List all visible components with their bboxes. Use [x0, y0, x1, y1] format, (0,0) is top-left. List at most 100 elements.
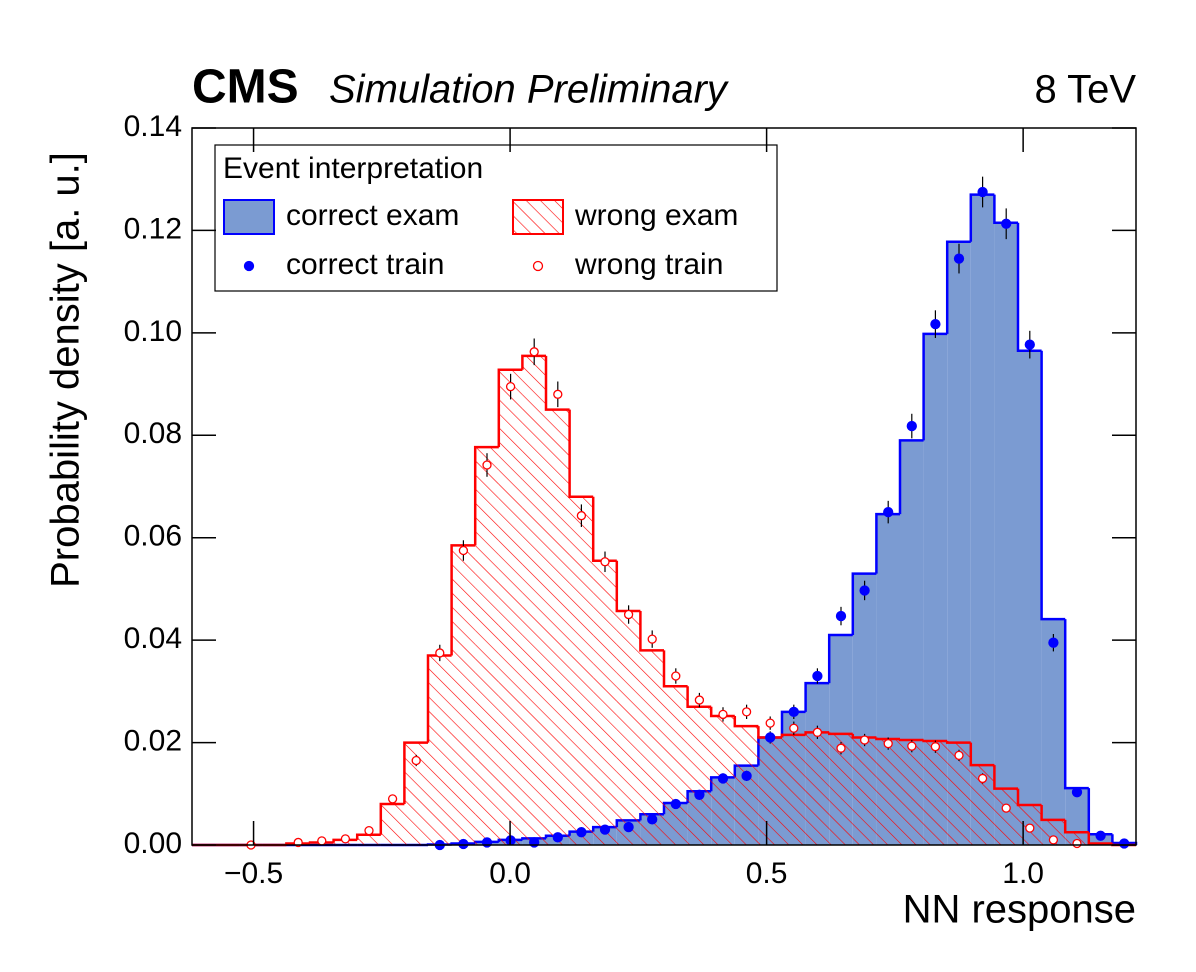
- point: [623, 821, 634, 833]
- bar-outline: [355, 833, 381, 840]
- energy: 8 TeV: [1034, 68, 1136, 112]
- point: [1048, 637, 1059, 648]
- legend-marker: [532, 260, 544, 272]
- point: [788, 706, 799, 717]
- bar-outline: [1063, 819, 1089, 834]
- bar: [569, 496, 594, 845]
- point: [623, 609, 634, 620]
- bar-outline: [379, 802, 405, 835]
- bar-outline: [615, 560, 641, 613]
- legend-label: wrong train: [574, 248, 723, 281]
- legend-box: [214, 144, 778, 292]
- bar: [805, 732, 830, 845]
- bar: [1065, 832, 1089, 845]
- bar-outline: [544, 355, 570, 411]
- point: [458, 838, 469, 850]
- bar: [970, 765, 995, 845]
- point: [670, 798, 681, 810]
- bar: [664, 686, 688, 845]
- point: [599, 824, 611, 835]
- experiment: CMS: [192, 61, 299, 114]
- bar: [876, 738, 900, 845]
- bar: [616, 610, 641, 845]
- point: [694, 695, 705, 705]
- point: [883, 506, 894, 518]
- point: [671, 671, 681, 681]
- point: [883, 738, 893, 749]
- bar: [404, 742, 428, 845]
- y-tick-label: 0.12: [124, 212, 182, 245]
- point: [1025, 823, 1035, 833]
- bar: [1041, 619, 1066, 845]
- bar: [734, 726, 759, 845]
- status: Simulation Preliminary: [329, 68, 730, 112]
- bar-outline: [875, 737, 900, 741]
- bar-outline: [733, 715, 759, 728]
- point: [1024, 339, 1035, 350]
- bar: [852, 737, 877, 845]
- bar-outline: [922, 332, 948, 441]
- bar: [829, 733, 853, 845]
- bar-outline: [521, 354, 546, 370]
- bar: [782, 734, 806, 845]
- bar-outline: [851, 733, 877, 739]
- point: [741, 770, 752, 782]
- bar-outline: [1016, 222, 1042, 353]
- y-tick-label: 0.04: [124, 622, 182, 655]
- bar: [947, 742, 971, 845]
- bar: [994, 222, 1018, 845]
- bar-outline: [827, 732, 853, 736]
- point: [859, 585, 870, 596]
- bar-outline: [639, 610, 664, 652]
- point: [835, 610, 847, 622]
- bar-outline: [898, 738, 924, 742]
- y-tick-label: 0.02: [124, 724, 182, 757]
- point: [553, 389, 563, 399]
- bar: [1041, 819, 1066, 845]
- point: [1072, 838, 1082, 849]
- legend-label: correct exam: [286, 199, 459, 232]
- point: [411, 755, 421, 766]
- point: [435, 648, 445, 658]
- bar-outline: [945, 240, 971, 334]
- point: [812, 727, 823, 737]
- bar-outline: [1087, 832, 1113, 845]
- bar: [380, 804, 405, 845]
- point: [836, 743, 846, 753]
- bar-outline: [827, 633, 853, 684]
- bar-outline: [851, 572, 877, 636]
- bar-outline: [922, 739, 948, 743]
- point: [317, 836, 327, 846]
- point: [387, 794, 398, 804]
- point: [717, 773, 729, 784]
- point: [505, 381, 516, 392]
- bar: [428, 655, 452, 845]
- point: [718, 709, 728, 720]
- bar: [994, 788, 1018, 845]
- point: [458, 545, 469, 556]
- bar: [923, 741, 948, 845]
- bar: [640, 650, 664, 845]
- y-tick-label: 0.00: [124, 827, 182, 860]
- bar: [687, 706, 712, 845]
- bar: [546, 409, 570, 845]
- point: [647, 814, 658, 825]
- point: [953, 253, 965, 264]
- bar-outline: [497, 368, 523, 448]
- bar: [1065, 788, 1089, 845]
- point: [1048, 835, 1059, 845]
- point: [789, 723, 799, 733]
- x-axis-title: NN response: [903, 888, 1136, 932]
- y-tick-label: 0.14: [124, 110, 182, 143]
- legend-swatch: [512, 199, 564, 235]
- point: [977, 186, 988, 198]
- x-tick-label: 1.0: [1002, 857, 1044, 890]
- bar: [475, 447, 499, 845]
- point: [907, 741, 917, 751]
- legend-swatch: [223, 199, 275, 235]
- bar: [498, 369, 523, 845]
- bar: [1018, 350, 1042, 845]
- point: [600, 557, 610, 567]
- bar-outline: [969, 742, 995, 767]
